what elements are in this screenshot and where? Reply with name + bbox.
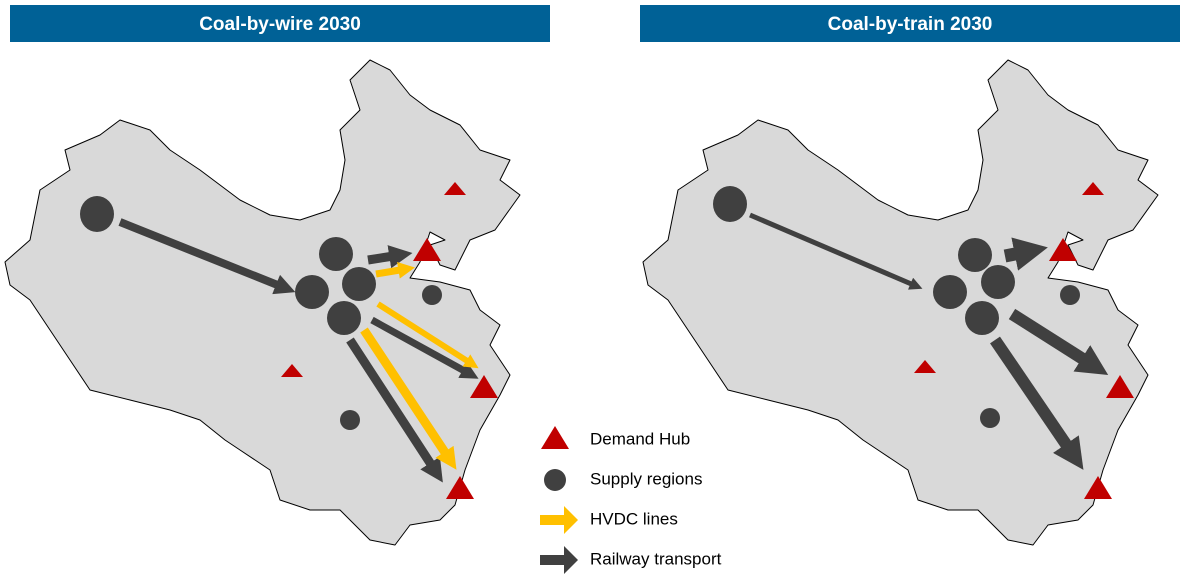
legend-arrow <box>540 506 578 534</box>
map-right <box>642 59 1159 546</box>
panel-header <box>10 5 550 42</box>
legend-label: Demand Hub <box>590 429 690 448</box>
legend-triangle <box>541 426 569 449</box>
legend-label: Railway transport <box>590 549 722 568</box>
map-left <box>4 59 521 546</box>
legend-label: Supply regions <box>590 469 702 488</box>
legend-arrow <box>540 546 578 574</box>
legend: Demand Hub Supply regions HVDC lines Rai… <box>540 426 722 574</box>
legend-label: HVDC lines <box>590 509 678 528</box>
panel-title: Coal-by-train 2030 <box>828 14 993 35</box>
panel-header <box>640 5 1180 42</box>
legend-circle <box>544 469 566 491</box>
panel-title: Coal-by-wire 2030 <box>199 14 361 35</box>
